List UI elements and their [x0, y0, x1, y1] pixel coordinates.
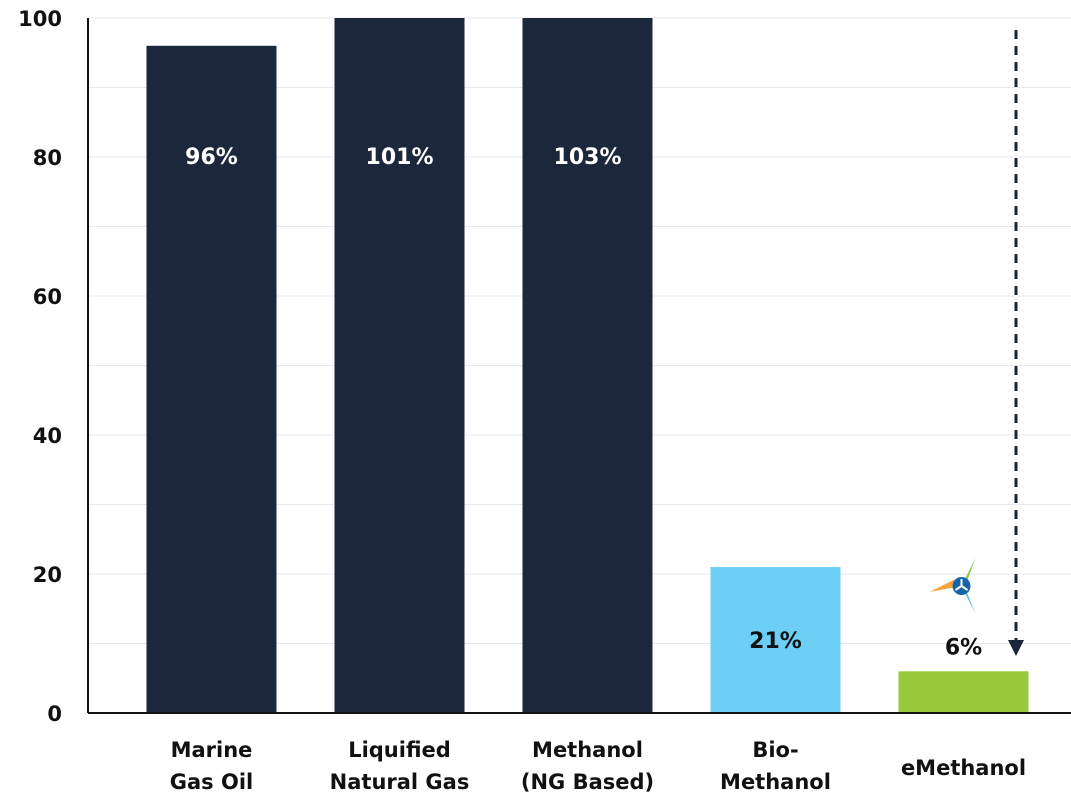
data-label: 96% [185, 145, 238, 170]
renewable-logo-icon [929, 558, 976, 614]
x-category-labels: Marine Gas Oil Liquified Natural Gas Methano… [170, 738, 1026, 794]
bar [334, 18, 465, 713]
category-label: Marine Gas Oil [170, 738, 253, 794]
category-label: eMethanol [901, 756, 1026, 780]
data-label: 103% [554, 145, 622, 170]
y-tick-label: 60 [33, 285, 62, 309]
bar [146, 45, 277, 714]
data-label: 6% [945, 635, 982, 660]
category-label: Bio-Methanol [720, 738, 831, 794]
bar [710, 567, 841, 713]
reduction-arrow [1008, 30, 1024, 656]
y-tick-label: 40 [33, 424, 62, 448]
category-label: Liquified Natural Gas [330, 738, 470, 794]
y-tick-label: 0 [47, 702, 62, 726]
y-tick-label: 80 [33, 146, 62, 170]
arrow-head [1008, 640, 1024, 656]
y-tick-label: 20 [33, 563, 62, 587]
bar [898, 671, 1029, 713]
y-tick-label: 100 [18, 7, 62, 31]
data-label: 101% [366, 145, 434, 170]
bars [146, 18, 1029, 714]
category-label: Methanol (NG Based) [521, 738, 654, 794]
logo-turbine [954, 579, 969, 591]
y-tick-labels: 0 20 40 60 80 100 [18, 7, 62, 726]
data-label: 21% [749, 629, 802, 654]
data-labels: 96% 101% 103% 21% 6% [185, 145, 982, 660]
bar [522, 18, 653, 713]
